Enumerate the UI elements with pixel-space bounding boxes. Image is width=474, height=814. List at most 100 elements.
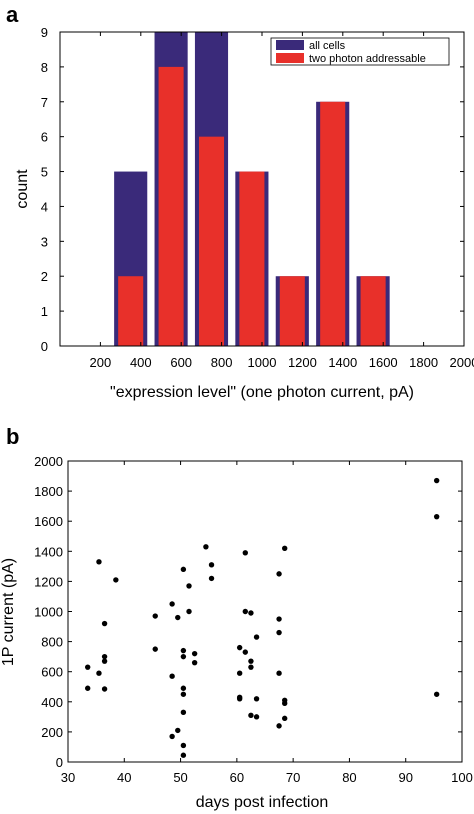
scatter-point: [180, 685, 187, 691]
y-tick-label: 800: [41, 635, 63, 650]
scatter-point: [191, 659, 198, 666]
scatter-point: [248, 664, 254, 670]
scatter-point: [180, 752, 187, 758]
scatter-point: [180, 653, 187, 660]
legend-swatch-two-photon: [276, 53, 304, 63]
scatter-point: [253, 714, 260, 720]
bar-two-photon: [118, 276, 144, 346]
panel-b-scatter: b 30 40 50 60 70 80 90 100 0 200 400 600 800 1000 120…: [0, 424, 473, 811]
x-tick-label: 600: [170, 355, 192, 370]
scatter-point: [85, 664, 91, 670]
y-tick-label: 3: [41, 234, 48, 249]
scatter-point: [248, 658, 254, 664]
scatter-point: [175, 614, 181, 621]
x-tick-label: 100: [451, 770, 473, 785]
scatter-point: [282, 545, 288, 551]
panel-a-y-axis-label: count: [14, 169, 31, 209]
scatter-point: [236, 644, 243, 651]
y-tick-label: 2000: [34, 454, 63, 469]
panel-a-histogram: a 200 400 600 800 1000 1200 1400 1600 1800 2000 0…: [6, 2, 474, 401]
scatter-point: [180, 647, 187, 654]
x-tick-label: 200: [90, 355, 112, 370]
scatter-point: [169, 601, 175, 607]
scatter-point: [276, 629, 282, 636]
panel-a-x-axis-label: "expression level" (one photon current, …: [110, 384, 414, 401]
panel-b-letter: b: [6, 424, 19, 449]
scatter-point: [203, 544, 209, 550]
scatter-point: [248, 610, 254, 616]
scatter-point: [186, 583, 192, 589]
y-tick-label: 1800: [34, 484, 63, 499]
scatter-point: [101, 686, 108, 692]
scatter-point: [169, 733, 175, 740]
panel-a-letter: a: [6, 2, 19, 27]
bar-two-photon: [158, 66, 184, 346]
scatter-point: [242, 550, 248, 556]
legend-label-two-photon: two photon addressable: [309, 53, 426, 65]
scatter-point: [180, 742, 187, 749]
x-tick-label: 1200: [288, 355, 317, 370]
y-tick-label: 7: [41, 95, 48, 110]
panel-a-x-ticks: 200 400 600 800 1000 1200 1400 1600 1800 2000: [90, 32, 474, 370]
scatter-point: [96, 670, 102, 676]
y-tick-label: 4: [41, 199, 48, 214]
y-tick-label: 200: [41, 725, 63, 740]
panel-b-y-axis-label: 1P current (pA): [0, 558, 17, 666]
scatter-point: [96, 559, 102, 565]
scatter-point: [180, 691, 187, 697]
x-tick-label: 30: [61, 770, 75, 785]
panel-a-legend: all cells two photon addressable: [270, 37, 450, 66]
y-tick-label: 0: [56, 755, 63, 770]
legend-swatch-all-cells: [276, 40, 304, 50]
y-tick-label: 8: [41, 60, 48, 75]
panel-a-y-ticks: 0 1 2 3 4 5 6 7 8 9: [41, 25, 464, 354]
x-tick-label: 400: [130, 355, 152, 370]
scatter-point: [253, 696, 260, 702]
x-tick-label: 1400: [328, 355, 357, 370]
scatter-point: [208, 575, 215, 582]
y-tick-label: 2: [41, 269, 48, 284]
x-tick-label: 800: [211, 355, 233, 370]
x-tick-label: 50: [173, 770, 187, 785]
x-tick-label: 1800: [409, 355, 438, 370]
bar-two-photon: [320, 101, 346, 347]
legend-label-all-cells: all cells: [309, 40, 346, 52]
scatter-point: [242, 649, 248, 655]
x-tick-label: 2000: [450, 355, 474, 370]
bar-two-photon: [360, 276, 386, 346]
x-tick-label: 90: [398, 770, 412, 785]
scatter-point: [433, 477, 440, 484]
panel-a-bars: [114, 32, 390, 347]
bar-two-photon: [279, 276, 305, 346]
panel-b-x-axis-label: days post infection: [196, 794, 329, 811]
scatter-point: [169, 673, 175, 679]
y-tick-label: 5: [41, 165, 48, 180]
scatter-point: [242, 608, 248, 615]
scatter-point: [152, 646, 158, 652]
y-tick-label: 6: [41, 130, 48, 145]
scatter-point: [180, 709, 187, 716]
bar-two-photon: [198, 136, 225, 346]
scatter-point: [433, 691, 440, 697]
scatter-point: [276, 723, 282, 729]
scatter-point: [152, 613, 158, 619]
y-tick-label: 400: [41, 695, 63, 710]
panel-b-y-ticks: 0 200 400 600 800 1000 1200 1400 1600 1800 2000: [34, 454, 462, 770]
scatter-point: [180, 566, 187, 573]
scatter-point: [282, 715, 288, 722]
scatter-point: [85, 685, 91, 691]
y-tick-label: 1000: [34, 605, 63, 620]
scatter-point: [248, 712, 254, 719]
scatter-point: [101, 658, 108, 664]
x-tick-label: 1600: [369, 355, 398, 370]
scatter-point: [175, 727, 181, 734]
y-tick-label: 1200: [34, 574, 63, 589]
scatter-point: [101, 653, 108, 660]
x-tick-label: 70: [286, 770, 300, 785]
y-tick-label: 1600: [34, 514, 63, 529]
scatter-point: [113, 577, 119, 583]
scatter-point: [253, 634, 260, 640]
scatter-point: [186, 608, 192, 615]
